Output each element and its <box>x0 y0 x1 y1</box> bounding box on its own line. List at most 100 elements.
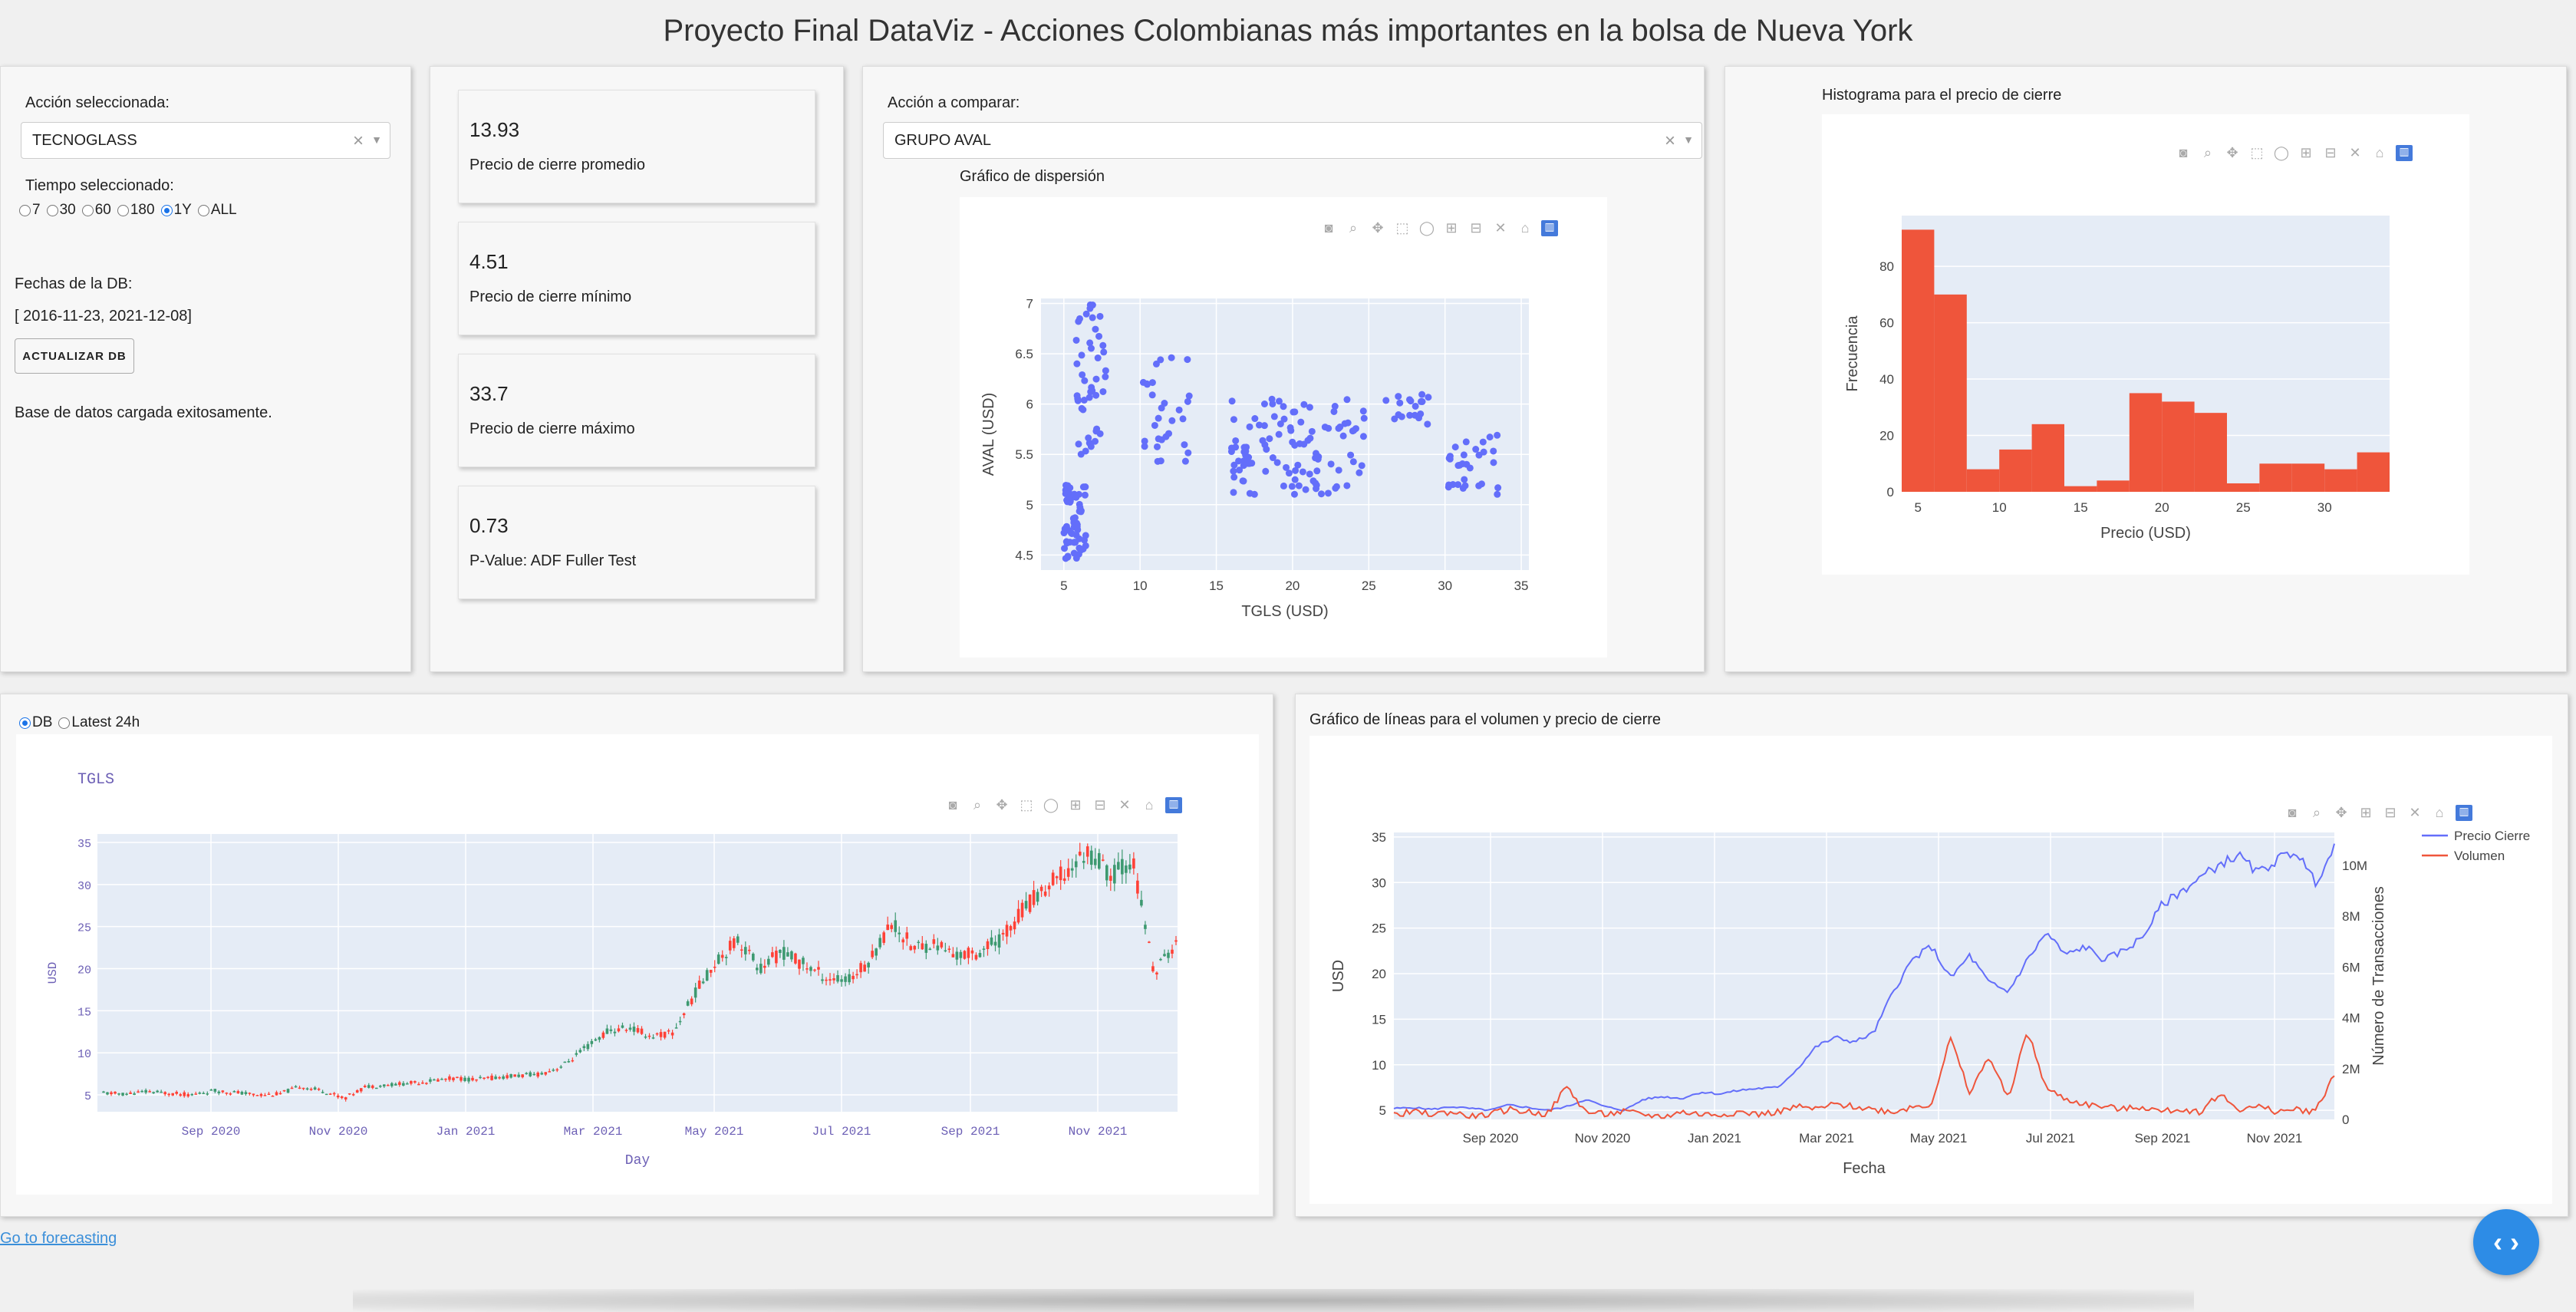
forecasting-link[interactable]: Go to forecasting <box>0 1230 117 1247</box>
pan-icon[interactable]: ✥ <box>2335 805 2347 820</box>
camera-icon[interactable]: ◙ <box>948 797 957 813</box>
home-icon[interactable]: ⌂ <box>2375 145 2384 160</box>
zoom-in-icon[interactable]: ⊞ <box>1445 220 1458 236</box>
plotly-logo-icon[interactable]: ▥ <box>1165 797 1182 813</box>
pan-icon[interactable]: ✥ <box>1372 220 1384 236</box>
stat-label: Precio de cierre máximo <box>469 420 635 437</box>
autoscale-icon[interactable]: ✕ <box>2409 805 2421 820</box>
autoscale-icon[interactable]: ✕ <box>1494 220 1507 236</box>
box-select-icon[interactable]: ⬚ <box>1020 797 1033 813</box>
chevron-down-icon[interactable]: ▼ <box>1683 134 1694 146</box>
camera-icon[interactable]: ◙ <box>2179 145 2188 160</box>
x-tick-label: May 2021 <box>685 1125 744 1139</box>
y-tick-label: 10 <box>77 1048 91 1061</box>
scatter-point <box>1079 546 1087 553</box>
lasso-icon[interactable]: ◯ <box>2273 145 2290 160</box>
stat-value: 4.51 <box>469 250 509 273</box>
histogram-title: Histograma para el precio de cierre <box>1822 87 2062 104</box>
source-radio-latest-24h[interactable]: Latest 24h <box>58 714 140 731</box>
x-axis-label: Day <box>625 1153 651 1169</box>
camera-icon[interactable]: ◙ <box>1324 220 1333 236</box>
radio-circle[interactable] <box>81 204 94 216</box>
lasso-icon[interactable]: ◯ <box>1418 220 1435 236</box>
time-radio-180[interactable]: 180 <box>117 202 155 219</box>
scatter-point <box>1073 521 1081 529</box>
time-radio-60[interactable]: 60 <box>81 202 111 219</box>
radio-circle[interactable] <box>160 204 173 216</box>
scatter-point <box>1291 408 1299 416</box>
zoom-icon[interactable]: ⌕ <box>973 797 982 813</box>
candle-body <box>286 1089 290 1093</box>
compare-dropdown[interactable]: GRUPO AVAL × ▼ <box>883 122 1702 159</box>
zoom-out-icon[interactable]: ⊟ <box>2324 145 2337 160</box>
time-radio-all[interactable]: ALL <box>197 202 237 219</box>
scatter-point <box>1102 373 1109 381</box>
candle-body <box>521 1074 524 1078</box>
scatter-point <box>1425 394 1432 401</box>
lasso-icon[interactable]: ◯ <box>1043 797 1059 813</box>
radio-circle[interactable] <box>19 204 31 216</box>
zoom-out-icon[interactable]: ⊟ <box>1470 220 1482 236</box>
zoom-icon[interactable]: ⌕ <box>1349 220 1358 236</box>
camera-icon[interactable]: ◙ <box>2288 805 2297 820</box>
zoom-icon[interactable]: ⌕ <box>2312 805 2321 820</box>
time-radio-1y[interactable]: 1Y <box>160 202 192 219</box>
zoom-in-icon[interactable]: ⊞ <box>1069 797 1082 813</box>
radio-circle[interactable] <box>117 204 129 216</box>
scatter-point <box>1424 420 1431 428</box>
zoom-out-icon[interactable]: ⊟ <box>1094 797 1106 813</box>
scatter-point <box>1239 477 1247 485</box>
pan-icon[interactable]: ✥ <box>2226 145 2238 160</box>
scatter-point <box>1076 315 1083 322</box>
autoscale-icon[interactable]: ✕ <box>2349 145 2361 160</box>
scatter-point <box>1085 439 1093 447</box>
radio-circle[interactable] <box>46 204 58 216</box>
box-select-icon[interactable]: ⬚ <box>1395 220 1409 236</box>
y-axis-label: USD <box>1330 960 1347 992</box>
radio-label: Latest 24h <box>71 714 140 730</box>
zoom-out-icon[interactable]: ⊟ <box>2384 805 2396 820</box>
radio-circle[interactable] <box>197 204 209 216</box>
scatter-point <box>1062 555 1069 562</box>
scatter-point <box>1463 460 1471 468</box>
box-select-icon[interactable]: ⬚ <box>2250 145 2264 160</box>
candle-body <box>367 1085 371 1088</box>
home-icon[interactable]: ⌂ <box>1520 220 1530 236</box>
update-db-button[interactable]: ACTUALIZAR DB <box>15 338 134 374</box>
pan-icon[interactable]: ✥ <box>996 797 1008 813</box>
scatter-point <box>1255 421 1263 429</box>
plotly-logo-icon[interactable]: ▥ <box>2396 145 2413 161</box>
autoscale-icon[interactable]: ✕ <box>1118 797 1131 813</box>
stock-dropdown[interactable]: TECNOGLASS × ▼ <box>21 122 390 159</box>
y-tick-label: 6 <box>1026 397 1033 412</box>
zoom-in-icon[interactable]: ⊞ <box>2300 145 2312 160</box>
plot-area <box>1394 832 2334 1119</box>
stat-value: 33.7 <box>469 382 509 405</box>
plotly-logo-icon[interactable]: ▥ <box>2456 805 2472 821</box>
scatter-point <box>1078 351 1085 359</box>
clear-icon[interactable]: × <box>352 130 364 151</box>
source-radio-db[interactable]: DB <box>19 714 52 731</box>
clear-icon[interactable]: × <box>1664 130 1675 151</box>
radio-circle[interactable] <box>19 717 31 729</box>
radio-circle[interactable] <box>58 717 71 729</box>
zoom-in-icon[interactable]: ⊞ <box>2360 805 2372 820</box>
scatter-point <box>1157 457 1164 465</box>
candle-body <box>786 952 789 957</box>
home-icon[interactable]: ⌂ <box>2435 805 2444 820</box>
candle-body <box>410 1080 413 1084</box>
candle-body <box>651 1037 655 1039</box>
plotly-logo-icon[interactable]: ▥ <box>1541 220 1558 236</box>
y2-tick-label: 4M <box>2342 1011 2360 1026</box>
home-icon[interactable]: ⌂ <box>1145 797 1154 813</box>
histogram-svg: 0 20 40 60 80 5 10 15 20 25 30 Precio (USD) Frecuenc… <box>1844 216 2390 542</box>
chevron-down-icon[interactable]: ▼ <box>371 134 382 146</box>
candle-body <box>425 1083 428 1084</box>
time-radio-7[interactable]: 7 <box>19 202 41 219</box>
candle-body <box>1013 921 1016 930</box>
candle-body <box>406 1083 409 1085</box>
candle-body <box>417 1083 420 1086</box>
code-toggle-button[interactable]: ‹ › <box>2473 1209 2539 1275</box>
time-radio-30[interactable]: 30 <box>46 202 76 219</box>
zoom-icon[interactable]: ⌕ <box>2203 145 2212 160</box>
